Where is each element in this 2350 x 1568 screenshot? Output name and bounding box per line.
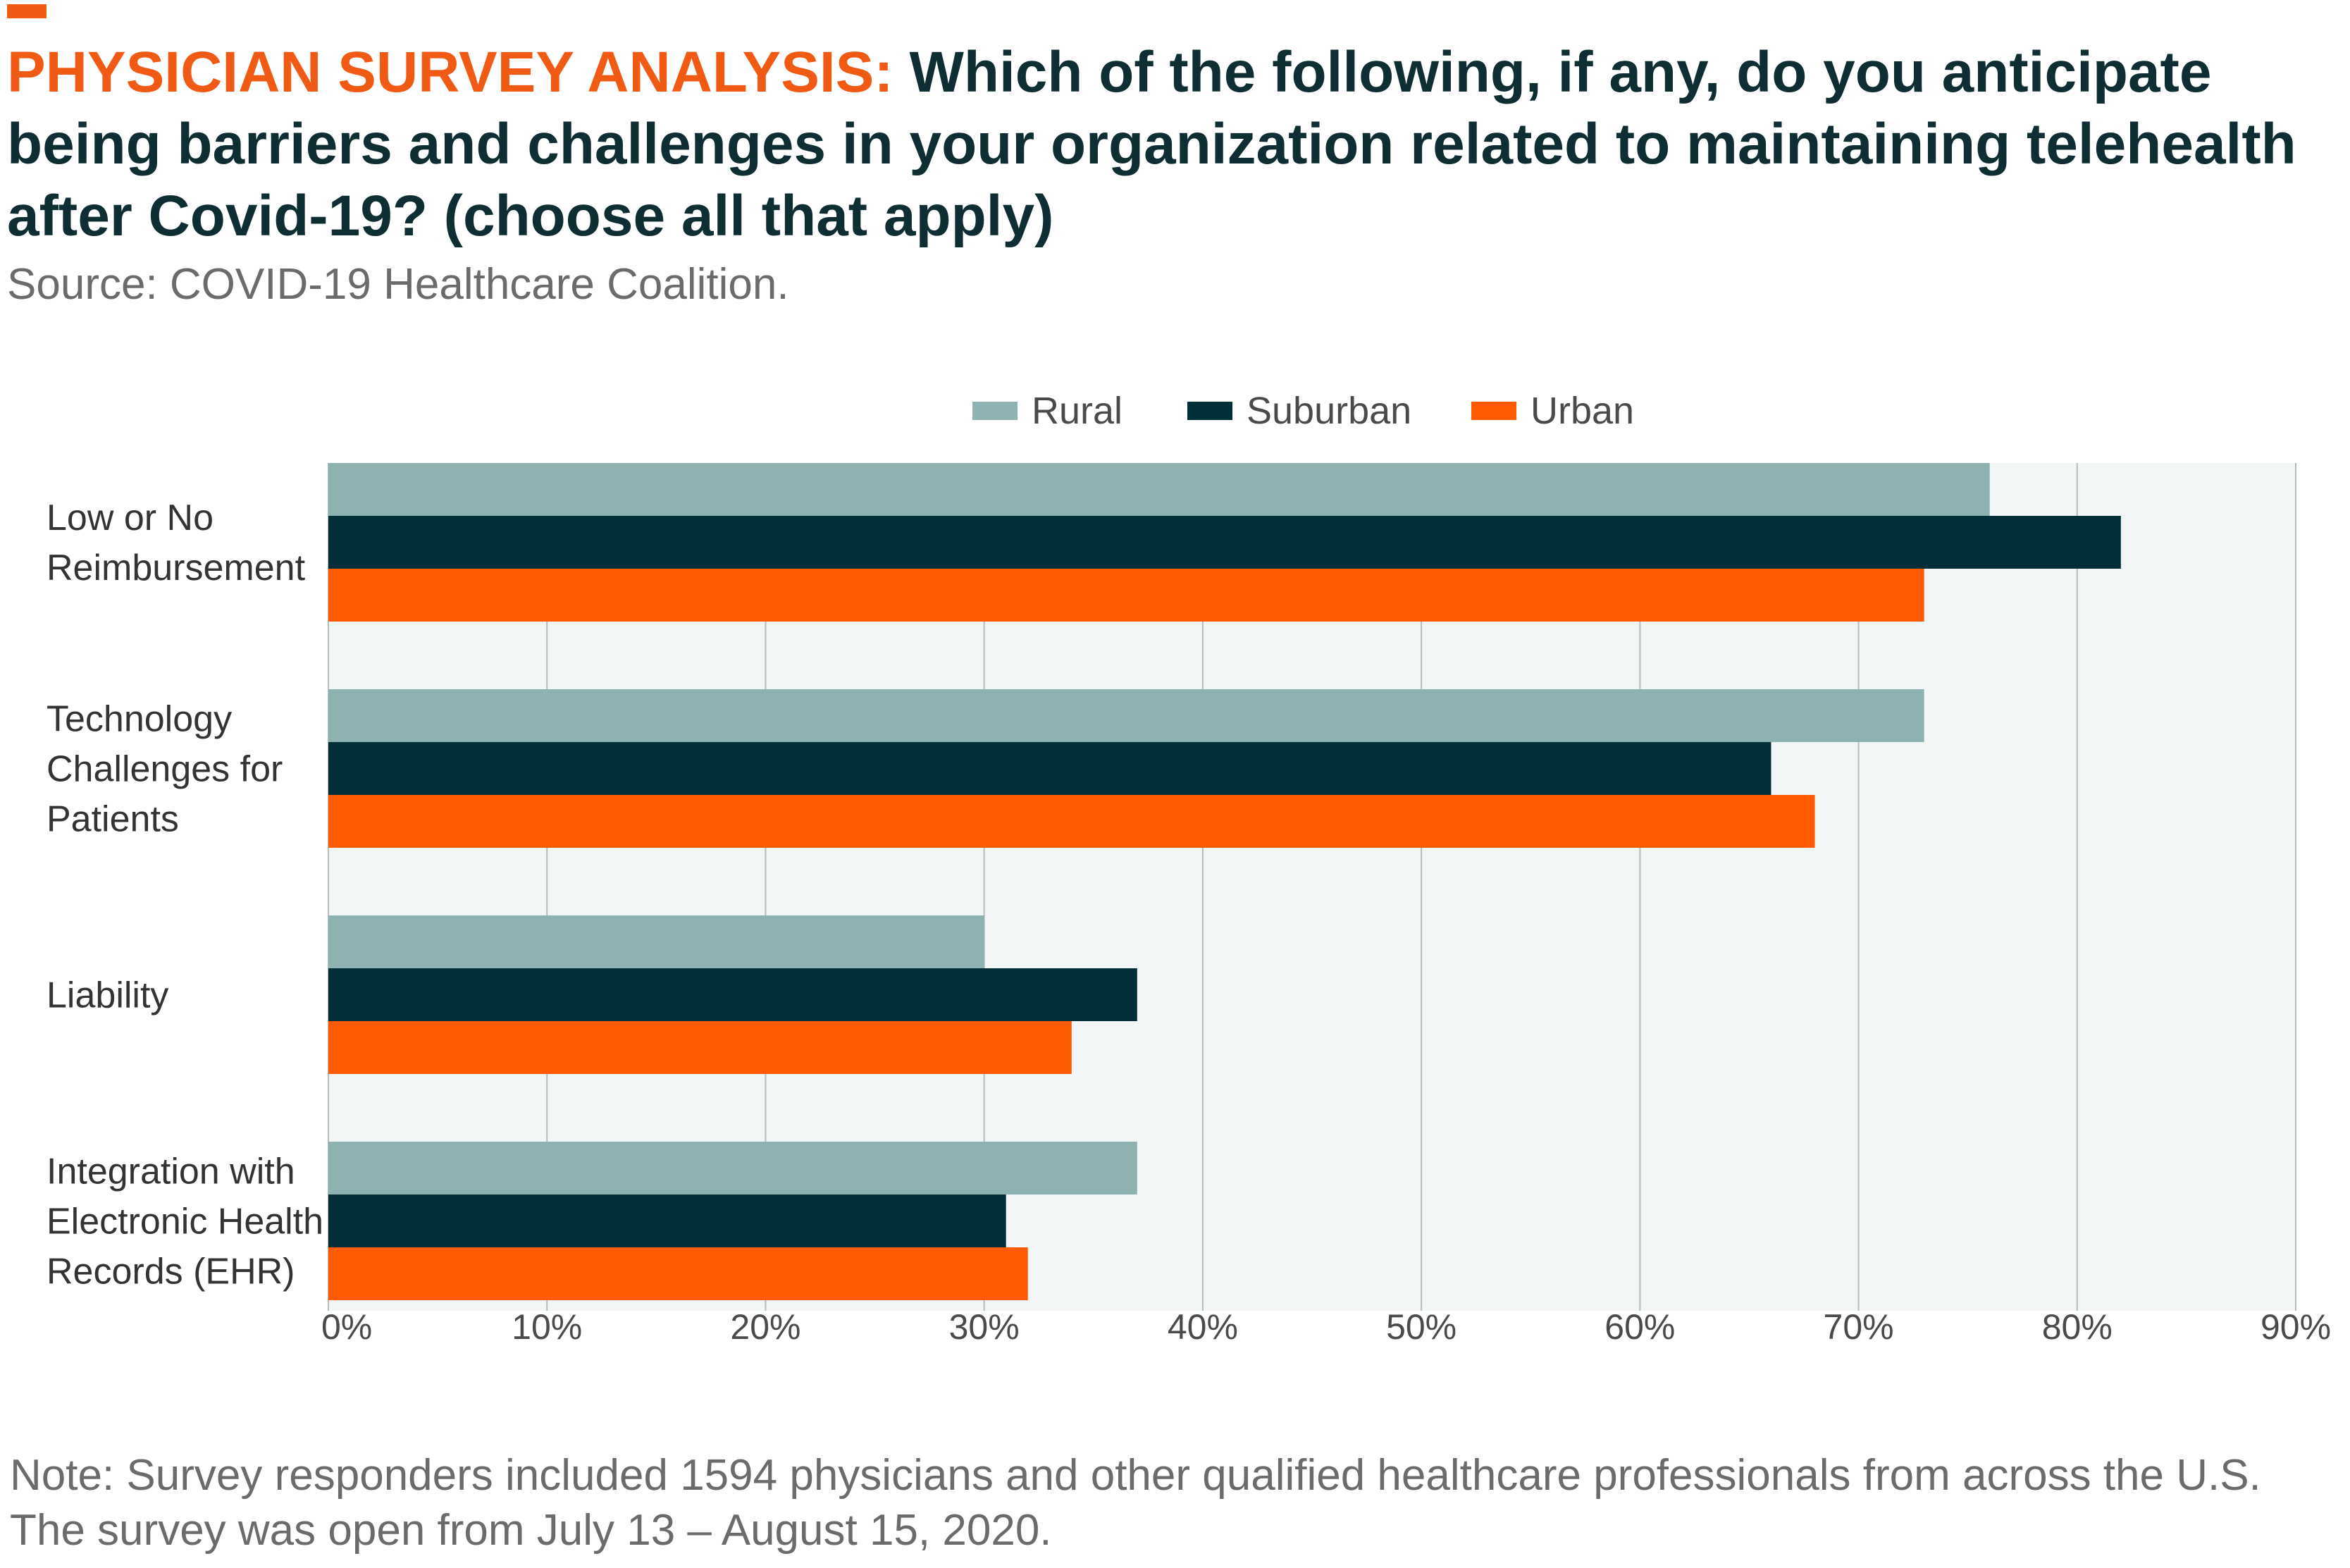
bar-suburban-1 [328,742,1771,795]
title-prefix: PHYSICIAN SURVEY ANALYSIS: [7,40,893,104]
bar-suburban-2 [328,968,1137,1021]
bar-rural-1 [328,689,1924,742]
x-tick-label-2: 20% [730,1307,800,1347]
x-tick-label-8: 80% [2042,1307,2113,1347]
legend-label-rural: Rural [1032,390,1123,432]
x-tick-label-1: 10% [512,1307,582,1347]
bar-suburban-3 [328,1194,1006,1247]
x-tick-label-4: 40% [1168,1307,1238,1347]
bar-rural-0 [328,463,1990,516]
bar-rural-2 [328,915,984,968]
x-tick-label-6: 60% [1604,1307,1675,1347]
x-tick-label-3: 30% [949,1307,1020,1347]
bar-urban-3 [328,1247,1028,1300]
legend-label-suburban: Suburban [1247,390,1412,432]
chart-source: Source: COVID-19 Healthcare Coalition. [7,260,789,309]
legend-label-urban: Urban [1530,390,1635,432]
title-accent-bar [7,4,47,18]
x-tick-label-0: 0% [321,1307,372,1347]
title-question: Which of the following, if any, do you a… [7,40,2296,248]
category-label-2: Liability [47,975,168,1016]
x-tick-label-9: 90% [2261,1307,2331,1347]
x-tick-label-7: 70% [1824,1307,1894,1347]
legend-swatch-rural [972,402,1018,420]
x-tick-label-5: 50% [1386,1307,1457,1347]
bar-urban-1 [328,795,1815,848]
category-label-3: Integration with Electronic Health Records… [47,1152,323,1292]
legend-swatch-urban [1471,402,1516,420]
category-label-1: Technology Challenges for Patients [47,699,283,840]
chart-note: Note: Survey responders included 1594 ph… [10,1451,2261,1555]
chart-legend: Rural Suburban Urban [0,386,2350,436]
legend-item-rural: Rural [972,386,1123,436]
bar-urban-0 [328,569,1924,622]
legend-swatch-suburban [1187,402,1232,420]
bar-rural-3 [328,1142,1137,1194]
category-label-0: Low or No Reimbursement [47,498,306,588]
bar-urban-2 [328,1021,1072,1074]
legend-item-urban: Urban [1471,386,1634,436]
bar-suburban-0 [328,516,2121,569]
chart-title: PHYSICIAN SURVEY ANALYSIS: Which of the … [7,37,2332,252]
legend-item-suburban: Suburban [1187,386,1411,436]
